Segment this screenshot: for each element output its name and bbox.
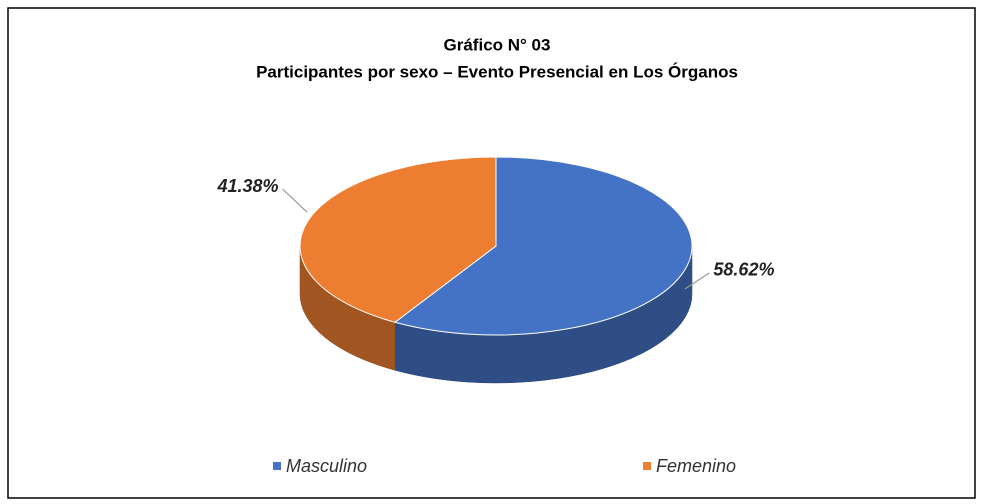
chart-frame [7, 7, 976, 499]
chart-subtitle: Participantes por sexo – Evento Presenci… [256, 62, 738, 81]
data-label: 41.38% [217, 176, 279, 196]
legend-label: Femenino [656, 456, 736, 476]
legend-marker [273, 462, 281, 470]
chart-title: Gráfico N° 03 [444, 35, 551, 54]
legend-marker [643, 462, 651, 470]
legend-label: Masculino [286, 456, 367, 476]
pie-slice [393, 156, 693, 336]
leader-line [282, 188, 308, 213]
pie-slice [299, 156, 497, 323]
leader-line [684, 272, 710, 290]
data-label: 58.62% [713, 260, 774, 280]
